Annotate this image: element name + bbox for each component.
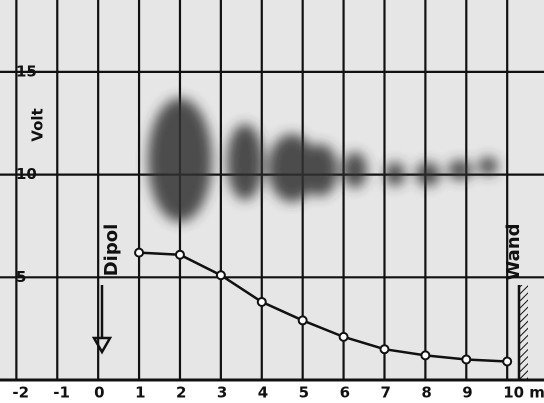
point: [299, 316, 307, 324]
chart: Volt Dipol Wand -2 -1 0 1 2 3 4 5 6 7 8 9 10 m 5 10 15: [0, 0, 544, 403]
x-tick-label: -1: [53, 384, 70, 402]
point: [217, 271, 225, 279]
point: [340, 333, 348, 341]
point: [135, 249, 143, 257]
y-axis-label: Volt: [29, 108, 47, 141]
point: [258, 298, 266, 306]
point: [462, 355, 470, 363]
wand-label: Wand: [503, 223, 524, 280]
point: [503, 358, 511, 366]
x-tick-label: 6: [340, 384, 350, 402]
x-tick-label: 10 m: [503, 384, 544, 402]
x-tick-label: -2: [12, 384, 29, 402]
x-tick-label: 3: [217, 384, 227, 402]
plot-background: [0, 0, 544, 380]
point: [176, 251, 184, 259]
x-tick-label: 5: [299, 384, 309, 402]
x-tick-label: 8: [421, 384, 431, 402]
x-tick-label: 1: [135, 384, 145, 402]
point: [380, 345, 388, 353]
point: [421, 351, 429, 359]
y-tick-label: 5: [16, 268, 26, 286]
x-tick-label: 7: [380, 384, 390, 402]
x-tick-label: 0: [94, 384, 104, 402]
dipol-label: Dipol: [101, 224, 122, 277]
y-tick-label: 15: [16, 62, 37, 80]
y-tick-label: 10: [16, 165, 37, 183]
x-tick-label: 2: [176, 384, 186, 402]
wall-hatch: [520, 285, 528, 380]
x-tick-label: 9: [462, 384, 472, 402]
x-tick-label: 4: [258, 384, 268, 402]
